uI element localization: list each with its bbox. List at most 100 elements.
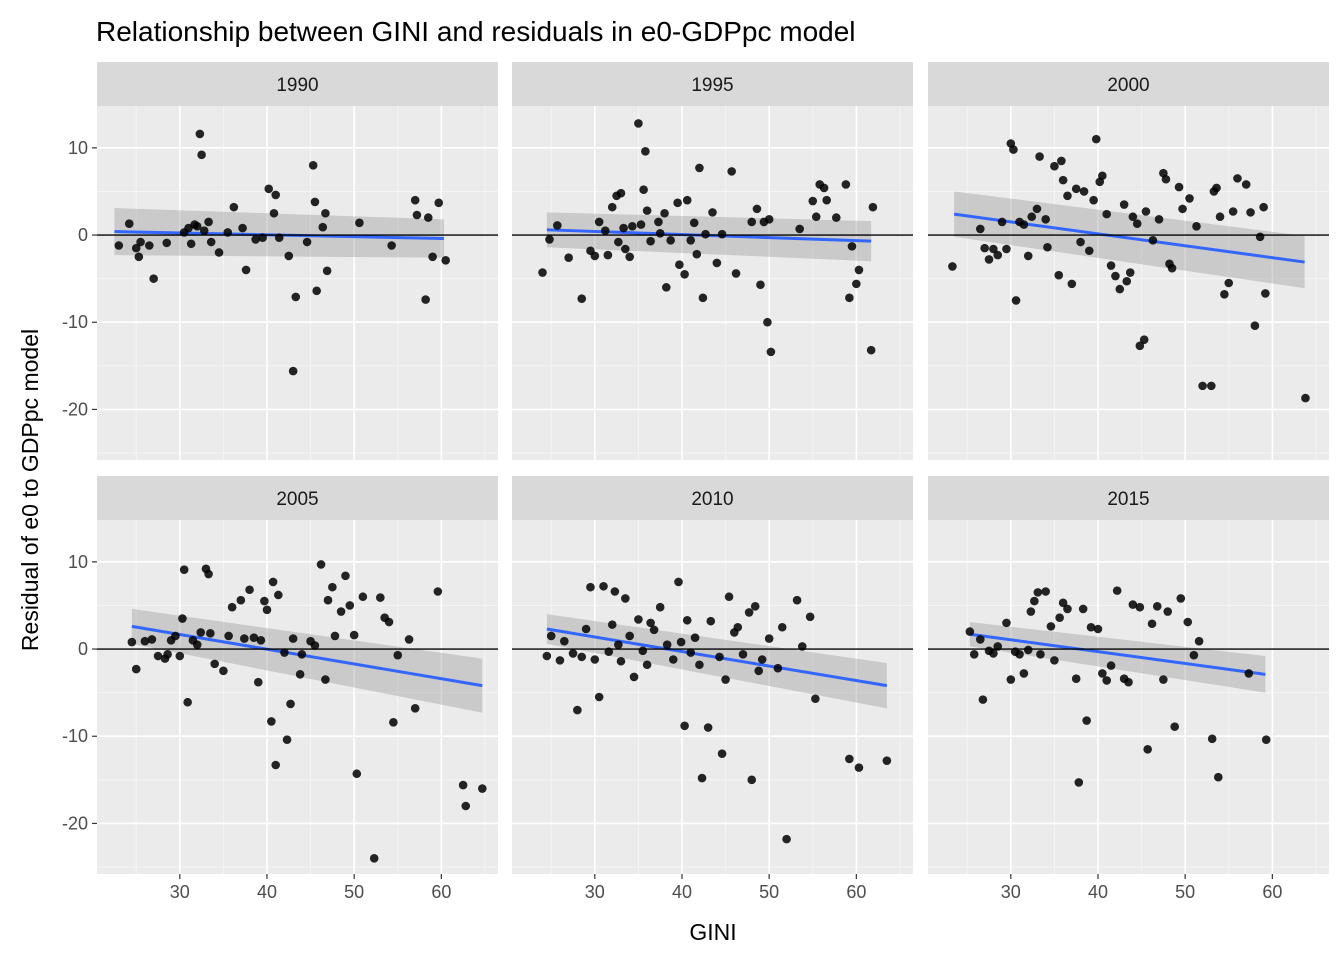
panel-background xyxy=(928,520,1329,874)
data-point xyxy=(675,260,684,269)
data-point xyxy=(586,582,595,592)
data-point xyxy=(668,655,678,664)
data-point xyxy=(882,756,892,765)
data-point xyxy=(706,616,716,626)
data-point xyxy=(1041,215,1050,224)
data-point xyxy=(134,252,144,262)
data-point xyxy=(428,252,437,262)
data-point xyxy=(599,581,608,591)
data-point xyxy=(1098,669,1107,678)
data-point xyxy=(1111,271,1120,281)
data-point xyxy=(1086,622,1096,632)
data-point xyxy=(1132,219,1142,229)
data-point xyxy=(1255,232,1265,242)
data-point xyxy=(458,780,468,790)
data-point xyxy=(1135,602,1145,612)
data-point xyxy=(210,659,219,669)
data-point xyxy=(282,735,292,745)
data-point xyxy=(573,705,582,715)
data-point xyxy=(1074,778,1084,787)
data-point xyxy=(692,249,702,259)
data-point xyxy=(267,717,276,726)
data-point xyxy=(114,241,124,250)
data-point xyxy=(660,208,669,218)
data-point xyxy=(747,775,757,785)
data-point xyxy=(1194,636,1204,646)
data-point xyxy=(621,244,630,254)
data-point xyxy=(1241,180,1251,189)
data-point xyxy=(1128,600,1138,609)
data-point xyxy=(183,697,192,707)
data-point xyxy=(747,217,757,227)
data-point xyxy=(628,222,637,231)
panel-background xyxy=(97,520,498,874)
data-point xyxy=(646,236,655,246)
x-tick-label: 40 xyxy=(257,882,277,902)
y-tick-label: 10 xyxy=(68,552,88,572)
data-point xyxy=(642,206,652,215)
data-point xyxy=(1207,381,1216,391)
x-tick-label: 30 xyxy=(1001,882,1021,902)
data-point xyxy=(297,649,307,659)
data-point xyxy=(268,577,278,587)
data-point xyxy=(204,569,213,579)
data-point xyxy=(811,694,820,704)
data-point xyxy=(288,634,298,643)
data-point xyxy=(345,601,355,610)
data-point xyxy=(195,129,205,139)
data-point xyxy=(811,212,821,222)
data-point xyxy=(1163,607,1173,616)
x-tick-label: 60 xyxy=(846,882,866,902)
data-point xyxy=(1122,276,1132,286)
data-point xyxy=(358,592,368,602)
data-point xyxy=(291,292,301,302)
data-point xyxy=(393,650,403,660)
data-point xyxy=(1148,235,1158,245)
facet-1990: 1990 -20 -10 0 10 xyxy=(62,62,498,460)
data-point xyxy=(752,204,762,214)
data-point xyxy=(1106,261,1116,270)
data-point xyxy=(1027,212,1037,222)
data-point xyxy=(1071,184,1081,194)
data-point xyxy=(253,677,263,687)
data-point xyxy=(197,150,206,160)
data-point xyxy=(733,622,743,632)
data-point xyxy=(131,243,141,253)
facet-strip xyxy=(97,62,498,106)
data-point xyxy=(845,754,854,764)
data-point xyxy=(274,233,284,242)
data-point xyxy=(673,198,682,208)
data-point xyxy=(703,723,713,732)
data-point xyxy=(1046,622,1056,631)
data-point xyxy=(993,642,1003,651)
data-point xyxy=(721,675,730,684)
data-point xyxy=(238,223,247,233)
data-point xyxy=(1261,289,1270,298)
data-point xyxy=(1082,716,1091,725)
data-point xyxy=(1091,134,1101,144)
data-point xyxy=(1102,209,1112,219)
data-point xyxy=(1124,677,1133,687)
data-point xyxy=(318,222,328,232)
data-point xyxy=(866,345,876,355)
data-point xyxy=(271,760,281,770)
data-point xyxy=(330,631,340,641)
data-point xyxy=(1002,618,1011,628)
data-point xyxy=(989,649,998,658)
data-point xyxy=(1115,284,1125,294)
data-point xyxy=(969,649,979,659)
data-point xyxy=(1250,321,1260,331)
data-point xyxy=(1139,335,1149,344)
confidence-band xyxy=(969,622,1266,693)
data-point xyxy=(1098,171,1107,181)
data-point xyxy=(1089,195,1098,205)
data-point xyxy=(336,607,346,616)
data-point xyxy=(412,210,422,220)
data-point xyxy=(1301,393,1310,403)
data-point xyxy=(695,660,704,670)
data-point xyxy=(410,195,420,205)
data-point xyxy=(1178,204,1187,214)
data-point xyxy=(989,244,998,254)
data-point xyxy=(410,704,420,713)
data-point xyxy=(614,237,623,247)
